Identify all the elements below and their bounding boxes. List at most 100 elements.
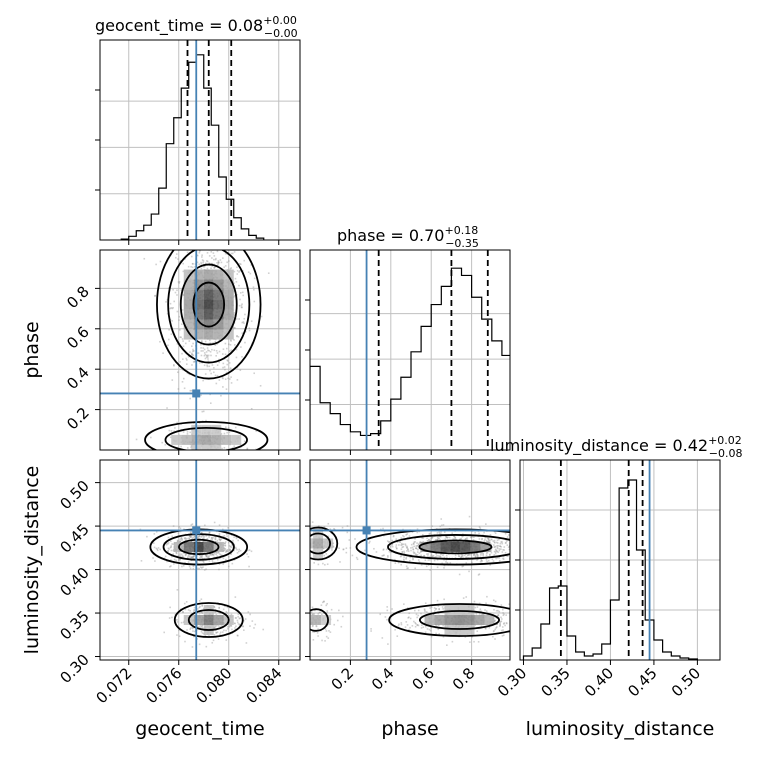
sample-point: [458, 573, 461, 576]
sample-point: [427, 553, 430, 555]
sample-point: [180, 445, 182, 448]
sample-point: [140, 560, 143, 562]
sample-point: [514, 615, 516, 617]
sample-point: [238, 304, 241, 307]
sample-point: [468, 554, 470, 556]
density-cell: [444, 625, 455, 635]
sample-point: [218, 339, 221, 342]
sample-point: [216, 461, 218, 463]
density-cell: [223, 319, 234, 330]
sample-point: [173, 364, 175, 366]
sample-point: [426, 537, 428, 540]
sample-point: [439, 535, 442, 538]
sample-point: [202, 540, 205, 543]
sample-point: [204, 634, 207, 636]
x-tick-label: 0.40: [581, 664, 617, 700]
sample-point: [440, 533, 443, 536]
sample-point: [200, 350, 203, 352]
sample-point: [236, 379, 239, 381]
sample-point: [406, 624, 409, 626]
sample-point: [342, 548, 345, 551]
sample-point: [220, 432, 223, 435]
sample-point: [482, 613, 484, 616]
sample-point: [476, 555, 479, 558]
sample-point: [241, 321, 244, 324]
sample-point: [175, 552, 178, 554]
sample-point: [490, 551, 493, 554]
sample-point: [217, 262, 220, 264]
sample-point: [175, 551, 177, 553]
sample-point: [490, 550, 492, 552]
sample-point: [323, 600, 325, 603]
sample-point: [193, 554, 196, 557]
sample-point: [226, 533, 228, 536]
sample-point: [474, 606, 477, 609]
sample-point: [432, 554, 435, 557]
density-cell: [323, 538, 334, 549]
sample-point: [473, 552, 476, 555]
sample-point: [212, 536, 214, 539]
sample-point: [191, 245, 193, 247]
sample-point: [508, 545, 510, 547]
sample-point: [302, 556, 304, 558]
sample-point: [312, 613, 314, 615]
x-tick-label: 0.8: [449, 664, 479, 694]
sample-point: [187, 609, 190, 611]
density-core: [310, 615, 332, 625]
sample-point: [493, 544, 495, 546]
density-cell: [424, 615, 435, 625]
sample-point: [182, 294, 185, 296]
sample-point: [409, 556, 412, 559]
sample-point: [443, 556, 446, 559]
sample-point: [241, 355, 243, 358]
sample-point: [426, 553, 428, 555]
sample-point: [384, 616, 387, 618]
sample-point: [453, 535, 456, 538]
sample-point: [389, 545, 392, 548]
sample-point: [454, 554, 457, 557]
sample-point: [401, 543, 404, 546]
x-tick-label: 0.30: [494, 664, 530, 700]
sample-point: [153, 454, 155, 456]
sample-point: [206, 235, 208, 237]
sample-point: [464, 553, 467, 556]
sample-point: [191, 537, 194, 540]
sample-point: [193, 214, 195, 216]
contour-line: [310, 526, 339, 561]
sample-point: [230, 376, 232, 378]
sample-point: [466, 537, 468, 539]
sample-point: [139, 528, 142, 531]
sample-point: [214, 624, 216, 627]
sample-point: [201, 243, 203, 245]
sample-point: [501, 551, 504, 553]
sample-point: [224, 368, 226, 371]
sample-point: [437, 605, 440, 607]
sample-point: [229, 545, 232, 548]
sample-point: [173, 558, 176, 561]
sample-point: [188, 537, 190, 540]
sample-point: [444, 551, 447, 553]
sample-point: [221, 528, 224, 531]
sample-point: [500, 604, 503, 606]
density-cell: [183, 299, 194, 310]
sample-point: [224, 265, 227, 267]
sample-point: [494, 545, 497, 548]
sample-point: [201, 632, 204, 634]
sample-point: [200, 354, 203, 357]
sample-point: [214, 258, 217, 261]
sample-point: [476, 559, 478, 561]
sample-point: [229, 624, 231, 627]
y-tick-label: 0.6: [63, 323, 93, 353]
sample-point: [182, 621, 185, 624]
sample-point: [186, 243, 188, 245]
sample-point: [407, 548, 409, 551]
sample-point: [310, 612, 312, 614]
sample-point: [208, 262, 211, 265]
sample-point: [224, 605, 226, 608]
sample-point: [197, 537, 199, 539]
sample-point: [483, 540, 485, 542]
sample-point: [446, 556, 448, 559]
sample-point: [165, 542, 168, 545]
sample-point: [424, 602, 427, 604]
sample-point: [324, 563, 326, 566]
